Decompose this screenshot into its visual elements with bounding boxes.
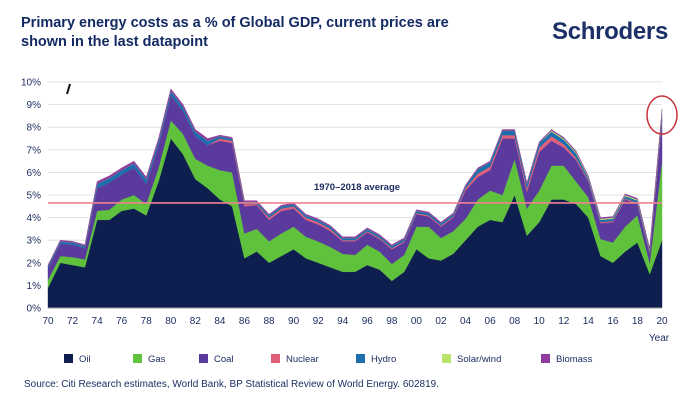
annotation-tick-mark	[66, 83, 71, 95]
x-tick-label: 08	[509, 316, 521, 327]
legend-label: Nuclear	[286, 354, 319, 365]
legend-item: Gas	[133, 354, 166, 365]
x-tick-label: 04	[460, 316, 472, 327]
y-tick-label: 7%	[27, 145, 42, 156]
x-tick-label: 82	[190, 316, 202, 327]
x-tick-label: 02	[435, 316, 447, 327]
legend-swatch	[442, 354, 451, 363]
x-tick-label: 16	[607, 316, 619, 327]
source-note: Source: Citi Research estimates, World B…	[24, 379, 439, 390]
average-line-label: 1970–2018 average	[314, 182, 400, 193]
x-tick-label: 14	[583, 316, 595, 327]
legend-swatch	[133, 354, 142, 363]
x-tick-label: 84	[214, 316, 226, 327]
y-tick-label: 2%	[27, 258, 42, 269]
x-tick-label: 06	[485, 316, 497, 327]
y-tick-label: 0%	[27, 304, 42, 315]
y-tick-label: 3%	[27, 236, 42, 247]
x-tick-label: 12	[558, 316, 570, 327]
legend-item: Nuclear	[271, 354, 319, 365]
legend-item: Hydro	[356, 354, 396, 365]
legend-swatch	[541, 354, 550, 363]
legend-swatch	[199, 354, 208, 363]
x-tick-label: 96	[362, 316, 374, 327]
legend-item: Biomass	[541, 354, 593, 365]
legend-label: Hydro	[371, 354, 396, 365]
legend-label: Oil	[79, 354, 91, 365]
x-tick-label: 92	[313, 316, 325, 327]
x-tick-label: 70	[42, 316, 54, 327]
x-tick-label: 72	[67, 316, 79, 327]
x-tick-label: 94	[337, 316, 349, 327]
legend-label: Solar/wind	[457, 354, 501, 365]
brand-logo: Schroders	[552, 18, 669, 45]
x-tick-label: 18	[632, 316, 644, 327]
x-tick-label: 74	[92, 316, 104, 327]
legend-label: Biomass	[556, 354, 593, 365]
series-area-biomass	[47, 88, 663, 267]
x-tick-label: 86	[239, 316, 251, 327]
legend-item: Coal	[199, 354, 234, 365]
legend-item: Oil	[64, 354, 91, 365]
chart-title: Primary energy costs as a % of Global GD…	[21, 15, 449, 50]
y-tick-label: 5%	[27, 191, 42, 202]
highlight-circle	[646, 95, 678, 135]
x-tick-label: 78	[141, 316, 153, 327]
x-tick-label: 00	[411, 316, 423, 327]
legend-swatch	[356, 354, 365, 363]
y-tick-label: 6%	[27, 168, 42, 179]
y-tick-label: 4%	[27, 213, 42, 224]
y-tick-label: 1%	[27, 281, 42, 292]
x-tick-label: 80	[165, 316, 177, 327]
x-axis-title: Year	[649, 333, 670, 344]
x-tick-label: 20	[656, 316, 668, 327]
x-tick-label: 88	[263, 316, 275, 327]
y-tick-label: 9%	[27, 100, 42, 111]
x-tick-label: 90	[288, 316, 300, 327]
legend-label: Gas	[148, 354, 166, 365]
x-tick-label: 76	[116, 316, 128, 327]
legend-swatch	[271, 354, 280, 363]
x-tick-label: 98	[386, 316, 398, 327]
legend-label: Coal	[214, 354, 234, 365]
x-tick-label: 10	[534, 316, 546, 327]
legend-swatch	[64, 354, 73, 363]
y-tick-label: 10%	[21, 78, 41, 89]
legend-item: Solar/wind	[442, 354, 501, 365]
y-tick-label: 8%	[27, 123, 42, 134]
